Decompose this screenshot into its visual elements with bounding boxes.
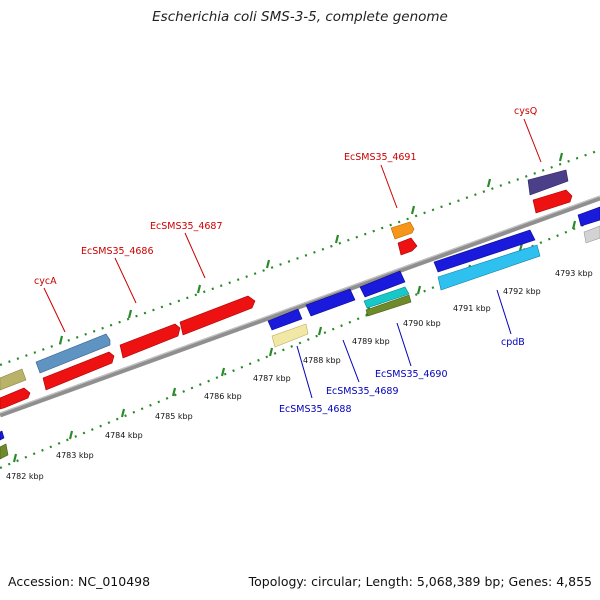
major-tick [486, 178, 492, 188]
gene-EcSMS35_4690-olive[interactable] [365, 294, 412, 317]
gene-label[interactable]: cysQ [514, 106, 537, 117]
major-tick [12, 453, 18, 463]
leader-cpdB [496, 289, 512, 335]
major-tick [68, 430, 74, 440]
gene-label[interactable]: EcSMS35_4686 [81, 246, 154, 257]
leader-EcSMS35_4689 [342, 339, 360, 383]
gene-blue-left[interactable] [0, 430, 5, 441]
major-tick [120, 408, 126, 418]
map-title: Escherichia coli SMS-3-5, complete genom… [152, 9, 448, 25]
leader-EcSMS35_4691 [380, 164, 398, 209]
genome-summary: Topology: circular; Length: 5,068,389 bp… [248, 574, 592, 589]
leader-EcSMS35_4688 [296, 345, 313, 399]
genome-backbone [0, 195, 600, 418]
genome-backbone-highlight [0, 195, 600, 414]
major-tick [265, 259, 271, 269]
leader-cycA [43, 287, 66, 333]
gene-cycA[interactable] [35, 333, 111, 374]
gene-red-right[interactable] [532, 189, 573, 214]
major-tick [571, 220, 577, 230]
tick-labels: 4782 kbp 4783 kbp 4784 kbp 4785 kbp 4786… [6, 269, 593, 481]
gene-EcSMS35_4688-blue[interactable] [267, 308, 303, 331]
gene-EcSMS35_4686b[interactable] [119, 323, 181, 359]
gene-EcSMS35_4690-cyan[interactable] [363, 286, 410, 309]
tick-label: 4785 kbp [155, 412, 193, 421]
major-tick [416, 285, 422, 295]
tick-label: 4783 kbp [56, 451, 94, 460]
major-tick [196, 284, 202, 294]
leader-EcSMS35_4686 [114, 257, 137, 304]
gene-label[interactable]: EcSMS35_4690 [375, 369, 448, 380]
major-tick [220, 367, 226, 377]
gene-label[interactable]: EcSMS35_4689 [326, 386, 399, 397]
tick-label: 4786 kbp [204, 392, 242, 401]
gene-EcSMS35_4691-orange[interactable] [390, 221, 415, 240]
tick-label: 4793 kbp [555, 269, 593, 278]
gene-cpdB-blue[interactable] [433, 229, 536, 273]
reverse-gene-labels: EcSMS35_4688 EcSMS35_4689 EcSMS35_4690 c… [279, 337, 525, 415]
leader-EcSMS35_4687 [184, 232, 206, 279]
leader-lines-forward [43, 118, 542, 333]
tick-label: 4792 kbp [503, 287, 541, 296]
major-tick [558, 152, 564, 162]
gene-label[interactable]: cycA [34, 276, 57, 287]
tick-label: 4790 kbp [403, 319, 441, 328]
major-tick [334, 234, 340, 244]
major-tick [268, 347, 274, 357]
major-tick [58, 335, 64, 345]
gene-EcSMS35_4686[interactable] [42, 351, 115, 391]
gene-red-left[interactable] [0, 387, 31, 410]
gene-EcSMS35_4691-red[interactable] [397, 237, 418, 256]
tick-label: 4788 kbp [303, 356, 341, 365]
forward-genes [0, 169, 573, 410]
forward-gene-labels: cycA EcSMS35_4686 EcSMS35_4687 EcSMS35_4… [34, 106, 537, 287]
tick-label: 4787 kbp [253, 374, 291, 383]
tick-label: 4784 kbp [105, 431, 143, 440]
major-tick [410, 205, 416, 215]
leader-lines-reverse [296, 289, 512, 399]
gene-EcSMS35_4687[interactable] [179, 295, 256, 336]
major-tick [127, 309, 133, 319]
leader-EcSMS35_4690 [396, 322, 412, 367]
accession-label: Accession: NC_010498 [8, 574, 151, 589]
gene-olive-left[interactable] [0, 368, 27, 391]
gene-label[interactable]: EcSMS35_4687 [150, 221, 223, 232]
tick-label: 4789 kbp [352, 337, 390, 346]
gene-cpdB[interactable] [437, 244, 541, 291]
gene-cysQ[interactable] [527, 169, 569, 196]
gene-blue-4690a[interactable] [359, 270, 406, 298]
major-tick [317, 326, 323, 336]
gene-grey-right[interactable] [583, 225, 600, 244]
gene-EcSMS35_4688[interactable] [271, 323, 309, 348]
tick-label: 4791 kbp [453, 304, 491, 313]
gene-blue-right[interactable] [577, 206, 600, 227]
major-tick [171, 387, 177, 397]
gene-EcSMS35_4689[interactable] [305, 288, 356, 317]
gene-label[interactable]: cpdB [501, 337, 525, 348]
gene-olive-far-left[interactable] [0, 443, 9, 460]
reverse-genes [0, 206, 600, 460]
gene-label[interactable]: EcSMS35_4688 [279, 404, 352, 415]
leader-cysQ [523, 118, 542, 163]
gene-label[interactable]: EcSMS35_4691 [344, 152, 417, 163]
tick-label: 4782 kbp [6, 472, 44, 481]
upper-tick-track [0, 148, 600, 367]
